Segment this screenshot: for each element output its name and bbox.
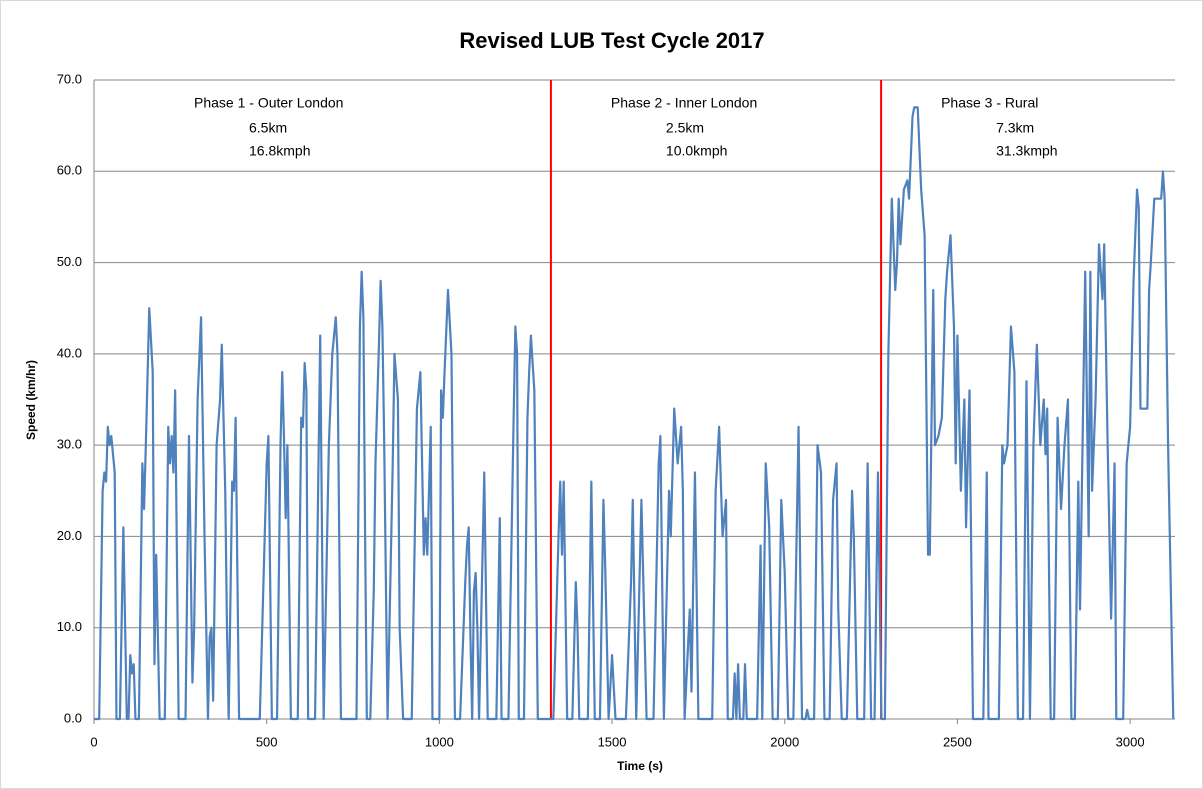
y-axis-label: Speed (km/hr) [24, 360, 38, 440]
y-tick-label: 30.0 [57, 437, 82, 452]
y-tick-label: 0.0 [64, 710, 82, 725]
phase-speed: 31.3kmph [996, 143, 1057, 159]
chart-title: Revised LUB Test Cycle 2017 [459, 28, 764, 53]
x-tick-label: 2000 [770, 734, 799, 749]
x-tick-label: 1000 [425, 734, 454, 749]
x-axis-label: Time (s) [617, 759, 663, 773]
y-tick-label: 50.0 [57, 254, 82, 269]
y-tick-label: 10.0 [57, 619, 82, 634]
y-tick-label: 70.0 [57, 71, 82, 86]
phase-speed: 10.0kmph [666, 143, 727, 159]
speed-line [94, 106, 1175, 721]
y-tick-label: 20.0 [57, 528, 82, 543]
x-tick-label: 0 [90, 734, 97, 749]
x-tick-label: 1500 [598, 734, 627, 749]
x-tick-label: 2500 [943, 734, 972, 749]
phase-distance: 6.5km [249, 120, 287, 136]
y-tick-label: 40.0 [57, 345, 82, 360]
phase-label: Phase 1 - Outer London [194, 95, 343, 111]
x-tick-label: 3000 [1116, 734, 1145, 749]
y-tick-label: 60.0 [57, 163, 82, 178]
x-tick-label: 500 [256, 734, 278, 749]
phase-distance: 2.5km [666, 120, 704, 136]
phase-label: Phase 2 - Inner London [611, 95, 757, 111]
phase-label: Phase 3 - Rural [941, 95, 1038, 111]
phase-distance: 7.3km [996, 120, 1034, 136]
phase-speed: 16.8kmph [249, 143, 310, 159]
